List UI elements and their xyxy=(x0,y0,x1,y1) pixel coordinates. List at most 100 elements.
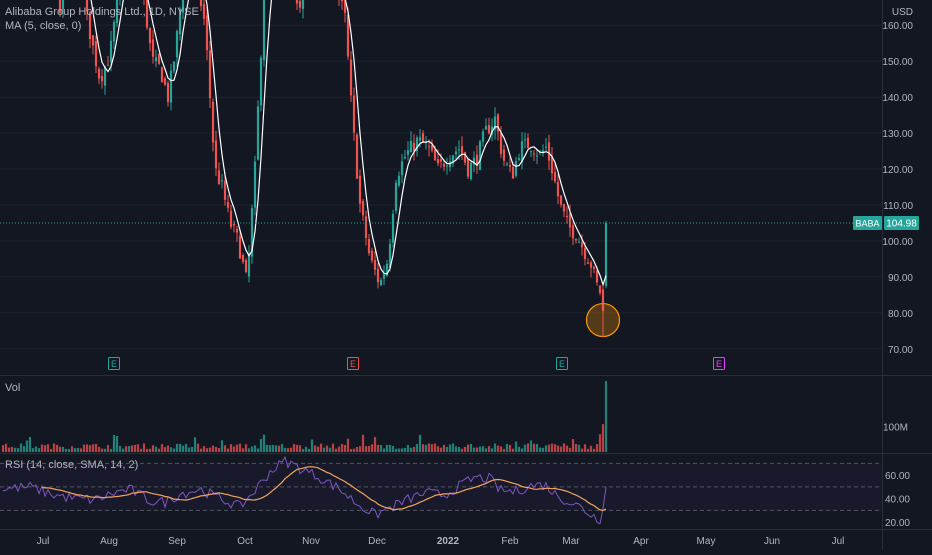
candle-body xyxy=(199,0,203,7)
candle-body xyxy=(583,247,587,259)
earnings-marker: E xyxy=(556,357,568,370)
volume-bar xyxy=(130,445,134,452)
volume-bar xyxy=(205,448,209,452)
volume-legend[interactable]: Vol xyxy=(5,382,21,394)
symbol-legend[interactable]: Alibaba Group Holdings Ltd., 1D, NYSE xyxy=(5,6,199,18)
volume-bar xyxy=(337,446,341,452)
volume-bar xyxy=(553,444,557,452)
volume-bar xyxy=(382,448,386,452)
candle xyxy=(154,49,158,68)
volume-bar xyxy=(184,443,188,452)
candle xyxy=(148,27,152,51)
candle xyxy=(238,231,242,259)
candle-body xyxy=(112,22,116,42)
volume-bar xyxy=(157,448,161,452)
candle-body xyxy=(592,267,596,269)
time-tick-label: Aug xyxy=(100,536,118,547)
candle-body xyxy=(571,225,575,239)
price-tick-label: 100.00 xyxy=(882,237,913,248)
candle-body xyxy=(163,78,167,85)
candle xyxy=(502,144,506,167)
volume-bar xyxy=(103,448,107,452)
price-tag-bg xyxy=(884,216,919,231)
volume-bar xyxy=(478,446,482,452)
ma-legend[interactable]: MA (5, close, 0) xyxy=(5,20,82,32)
candle xyxy=(382,265,386,286)
candle-body xyxy=(244,259,248,273)
candle xyxy=(58,0,62,17)
time-tick-label: Feb xyxy=(501,536,519,547)
volume-bar xyxy=(490,448,494,452)
volume-bar xyxy=(292,444,296,452)
volume-bar xyxy=(61,446,65,452)
volume-bar xyxy=(301,448,305,452)
volume-bar xyxy=(178,443,182,452)
candle xyxy=(202,0,206,26)
candle-body xyxy=(505,163,509,165)
candle xyxy=(346,7,350,60)
candle xyxy=(211,98,215,152)
volume-bar xyxy=(190,447,194,452)
volume-bar xyxy=(76,447,80,452)
volume-bar xyxy=(271,444,275,452)
volume-bar xyxy=(520,448,524,452)
volume-bar xyxy=(322,447,326,452)
volume-bar xyxy=(139,448,143,452)
rsi-legend[interactable]: RSI (14, close, SMA, 14, 2) xyxy=(5,459,139,471)
volume-bar xyxy=(28,437,32,452)
candle-body xyxy=(526,137,530,149)
volume-bar xyxy=(151,445,155,452)
volume-bar xyxy=(400,448,404,452)
rsi-tick-label: 60.00 xyxy=(885,471,910,482)
volume-bar xyxy=(202,446,206,452)
candle-body xyxy=(472,157,476,165)
volume-bar xyxy=(505,443,509,452)
volume-bar xyxy=(565,445,569,452)
earnings-marker: E xyxy=(713,357,725,370)
volume-bar xyxy=(25,440,29,452)
volume-bar xyxy=(118,445,122,452)
volume-bar xyxy=(574,443,578,452)
candle-body xyxy=(433,149,437,161)
candle-body xyxy=(511,166,515,179)
volume-bar xyxy=(253,445,257,452)
candle-body xyxy=(346,14,350,57)
volume-bar xyxy=(55,444,59,452)
volume-bar xyxy=(94,443,98,452)
candle-body xyxy=(115,0,119,23)
volume-bar xyxy=(286,448,290,452)
candle xyxy=(370,247,374,264)
volume-bar xyxy=(82,444,86,452)
volume-bar xyxy=(70,446,74,452)
candle xyxy=(232,220,236,233)
price-tick-label: 110.00 xyxy=(883,201,913,212)
candle-body xyxy=(235,228,239,233)
candle-body xyxy=(463,152,467,163)
candle-body xyxy=(256,106,260,160)
earnings-box xyxy=(108,357,120,370)
candle-body xyxy=(151,39,155,57)
volume-bar xyxy=(259,439,263,452)
candle-body xyxy=(157,53,161,64)
candle-body xyxy=(361,200,365,216)
candle-body xyxy=(451,155,455,164)
candle xyxy=(181,0,185,20)
candle xyxy=(559,195,563,208)
volume-bar xyxy=(220,440,224,452)
volume-bar xyxy=(328,447,332,452)
candle xyxy=(151,30,155,64)
candle xyxy=(106,55,110,66)
volume-bar xyxy=(145,448,149,452)
volume-bar xyxy=(496,445,500,452)
candle-body xyxy=(217,170,221,185)
candle-body xyxy=(562,204,566,212)
volume-bar xyxy=(466,444,470,452)
candle xyxy=(466,158,470,180)
symbol-tag-label: BABA xyxy=(855,219,879,229)
volume-bar xyxy=(373,437,377,452)
candle-body xyxy=(298,0,302,8)
candle-body xyxy=(535,155,539,157)
candle-body xyxy=(340,0,344,2)
